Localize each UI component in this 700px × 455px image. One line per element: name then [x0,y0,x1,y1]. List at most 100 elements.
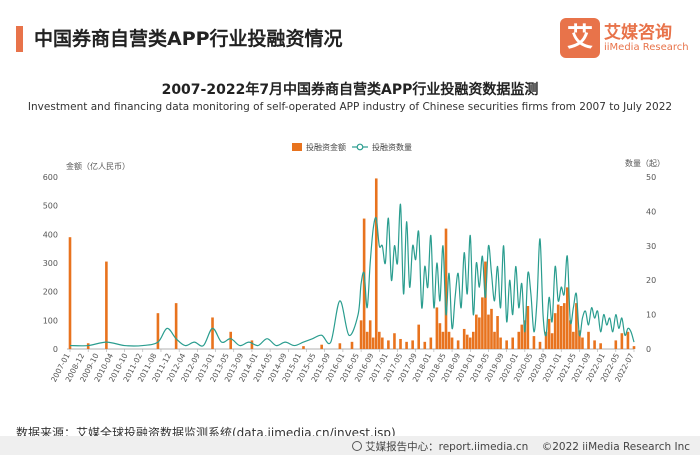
bar [587,331,590,349]
bar [544,331,548,349]
bar [556,304,560,349]
bar [620,333,624,349]
bar [526,306,530,349]
left-tick-label: 400 [43,230,58,239]
bar [614,340,618,349]
legend-label-amount: 投融资金额 [306,142,346,152]
bar [174,303,178,349]
bar [468,337,472,349]
page-title: 中国券商自营类APP行业投融资情况 [34,28,343,50]
bar [550,333,554,349]
right-tick-label: 20 [646,276,656,285]
bar [559,306,563,349]
bar [456,340,460,349]
footer-report-center: 艾媒报告中心：report.iimedia.cn [365,441,529,453]
bar [368,320,372,349]
bar [411,340,414,349]
legend-swatch-count-marker [356,143,364,151]
left-tick-label: 100 [43,316,58,325]
bar [417,324,421,349]
bar [553,313,557,349]
right-tick-label: 10 [646,311,656,320]
bar [465,334,469,349]
bar [520,324,524,349]
title-accent-bar [16,26,23,52]
footer-copyright: ©2022 iiMedia Research Inc [541,441,690,453]
bar [572,331,575,349]
bar [575,303,578,349]
chart-title: 2007-2022年7月中国券商自营类APP行业投融资数据监测 [161,82,539,98]
bar [578,330,581,349]
bar [377,331,381,349]
right-tick-label: 0 [646,345,651,354]
right-tick-label: 30 [646,242,656,251]
bar [599,343,602,349]
bar [435,307,439,349]
footer-text: 艾媒报告中心：report.iimedia.cn ©2022 iiMedia R… [352,439,690,454]
bar [547,318,551,349]
bar [338,343,342,349]
bar [250,340,254,349]
bar [374,178,378,349]
bar [462,328,466,349]
bar [399,338,402,349]
bar [302,346,305,349]
bar [365,331,369,349]
right-axis-unit: 数量（起） [625,158,665,168]
bar [478,317,481,349]
logo-en-text: iiMedia Research [604,42,689,53]
bar [517,331,521,349]
bar [523,320,527,349]
right-tick-label: 50 [646,173,656,182]
legend-swatch-amount [292,143,302,151]
bar [632,346,636,349]
bar [496,316,499,349]
bar [450,337,454,349]
bar [405,341,408,349]
bar [393,333,396,349]
bar [105,261,108,349]
logo-mark-icon: 艾 [560,18,600,58]
footer-bar: 艾媒报告中心：report.iimedia.cn ©2022 iiMedia R… [0,436,700,455]
bar [484,261,487,349]
bar [581,337,584,349]
bar [471,331,475,349]
bar [387,340,390,349]
bar [211,317,214,349]
iimedia-logo: 艾 艾媒咨询 iiMedia Research [560,16,690,60]
left-tick-label: 600 [43,173,58,182]
bar [362,218,366,349]
left-tick-label: 0 [53,345,58,354]
bar [562,303,566,349]
bar [156,313,160,349]
bar [441,331,445,349]
bar [493,331,496,349]
bar [371,337,375,349]
bar [499,337,502,349]
series-line-count [69,203,635,347]
bar [505,340,508,349]
bar [438,323,442,349]
bar [444,228,448,349]
bar [511,337,515,349]
logo-cn-text: 艾媒咨询 [604,23,672,43]
bar [359,320,363,349]
bar [447,331,451,349]
bar [538,341,542,349]
bar [569,320,572,349]
left-tick-label: 500 [43,202,58,211]
bar [532,336,536,349]
chart-subtitle: Investment and financing data monitoring… [27,101,673,113]
bar [490,308,493,349]
bar [481,297,484,349]
investment-chart: 金额（亿人民币） 数量（起） 0 100 200 300 400 500 600 0 10 20 30 4… [43,142,665,384]
bar [229,331,233,349]
bar [68,237,72,349]
left-tick-label: 300 [43,259,58,268]
bar [626,331,630,349]
left-tick-label: 200 [43,288,58,297]
right-tick-label: 40 [646,207,656,216]
bar [320,344,323,349]
report-center-icon [352,441,363,451]
bar [423,341,427,349]
